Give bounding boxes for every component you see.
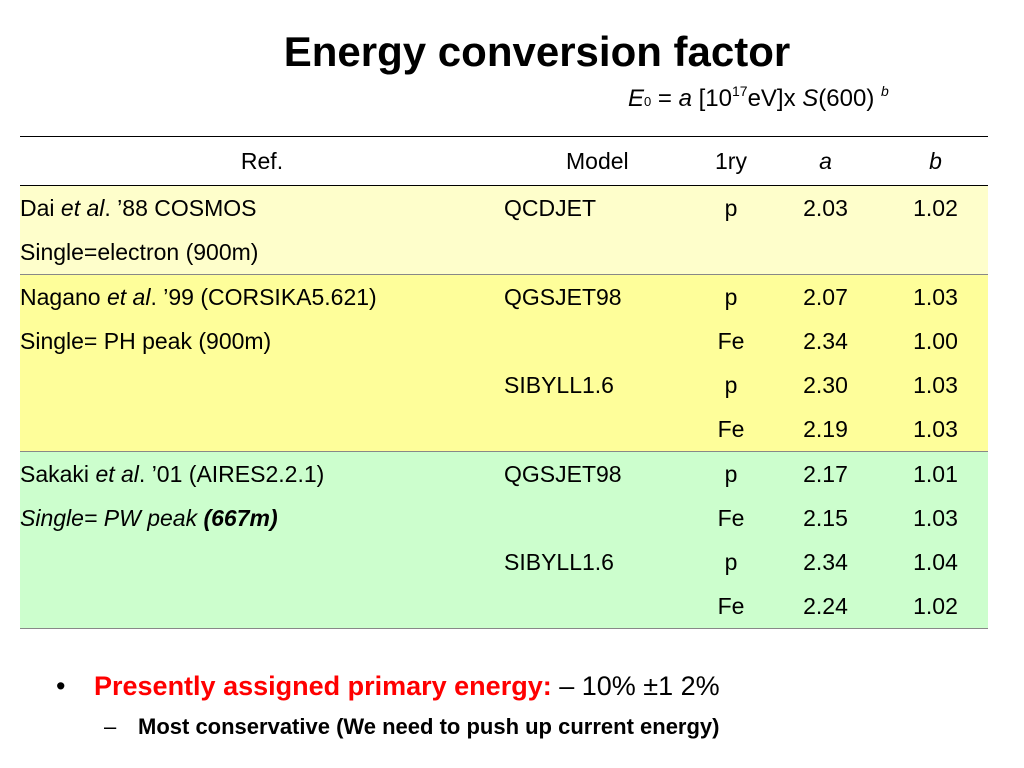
formula-equals: = (651, 85, 679, 112)
table-header-row: Ref. Model 1ry a b (20, 136, 988, 186)
formula-b: b (881, 83, 889, 99)
table-row: Fe 2.24 1.02 (20, 584, 988, 629)
model-cell (504, 407, 694, 452)
header-primary: 1ry (694, 136, 768, 186)
bullet-highlight-text: Presently assigned primary energy: (94, 671, 552, 701)
a-value-cell: 2.30 (768, 363, 883, 407)
page-title: Energy conversion factor (283, 28, 791, 75)
group-dai: Dai et al. ’88 COSMOS QCDJET p 2.03 1.02… (20, 185, 988, 275)
ref-cell: Dai et al. ’88 COSMOS (20, 185, 504, 230)
b-value-cell: 1.03 (883, 274, 988, 319)
ref-detail: . ’01 (AIRES2.2.1) (138, 460, 325, 487)
ref-method-cell: Single= PH peak (900m) (20, 319, 504, 363)
ref-method-cell: Single=electron (900m) (20, 230, 504, 275)
ref-detail: . ’88 COSMOS (104, 194, 257, 221)
a-value-cell: 2.24 (768, 584, 883, 629)
b-value-cell: 1.03 (883, 363, 988, 407)
primary-cell: p (694, 363, 768, 407)
header-b: b (883, 136, 988, 186)
table-row: SIBYLL1.6 p 2.30 1.03 (20, 363, 988, 407)
group-sakaki: Sakaki et al. ’01 (AIRES2.2.1) QGSJET98 … (20, 451, 988, 629)
formula-bracket-pre: [10 (691, 85, 732, 112)
ref-author: Sakaki (20, 460, 96, 487)
ref-et-al: et al (60, 194, 105, 221)
bullet-marker: • (56, 671, 66, 701)
b-value-cell: 1.02 (883, 185, 988, 230)
b-value-cell: 1.04 (883, 540, 988, 584)
primary-cell: Fe (694, 407, 768, 452)
bullet-value-text: – 10% ±1 2% (551, 671, 720, 701)
ref-cell: Sakaki et al. ’01 (AIRES2.2.1) (20, 451, 504, 496)
table-row: Single= PH peak (900m) Fe 2.34 1.00 (20, 319, 988, 363)
group-nagano: Nagano et al. ’99 (CORSIKA5.621) QGSJET9… (20, 274, 988, 452)
table-row: Nagano et al. ’99 (CORSIKA5.621) QGSJET9… (20, 274, 988, 319)
model-cell: SIBYLL1.6 (504, 540, 694, 584)
conversion-formula: E0 = a [1017eV]x S(600) b (628, 83, 889, 117)
b-value-cell: 1.03 (883, 407, 988, 452)
conversion-factor-table: Ref. Model 1ry a b Dai et al. ’88 COSMOS… (20, 136, 988, 629)
ref-method-cell: Single= PW peak (667m) (20, 496, 504, 540)
primary-cell: p (694, 451, 768, 496)
ref-et-al: et al (106, 283, 151, 310)
a-value-cell: 2.19 (768, 407, 883, 452)
a-value-cell: 2.34 (768, 319, 883, 363)
formula-bracket-post: eV]x (747, 85, 803, 112)
table-row: Single=electron (900m) (20, 230, 988, 275)
table-row: Dai et al. ’88 COSMOS QCDJET p 2.03 1.02 (20, 185, 988, 230)
formula-e: E (628, 85, 645, 112)
formula-e-subscript: 0 (644, 94, 652, 109)
model-cell (504, 319, 694, 363)
table-row: Single= PW peak (667m) Fe 2.15 1.03 (20, 496, 988, 540)
header-ref: Ref. (20, 136, 504, 186)
ref-cell: Nagano et al. ’99 (CORSIKA5.621) (20, 274, 504, 319)
formula-s: S (802, 85, 819, 112)
model-cell: QCDJET (504, 185, 694, 230)
sub-bullet-text: Most conservative (We need to push up cu… (138, 714, 720, 739)
header-a: a (768, 136, 883, 186)
table-row: Sakaki et al. ’01 (AIRES2.2.1) QGSJET98 … (20, 451, 988, 496)
model-cell (504, 496, 694, 540)
sub-bullet-item: – Most conservative (We need to push up c… (104, 712, 720, 742)
sub-bullet-marker: – (104, 714, 117, 739)
primary-cell: Fe (694, 584, 768, 629)
primary-cell: Fe (694, 496, 768, 540)
ref-detail: . ’99 (CORSIKA5.621) (150, 283, 377, 310)
b-value-cell: 1.01 (883, 451, 988, 496)
a-value-cell: 2.03 (768, 185, 883, 230)
formula-a: a (678, 85, 692, 112)
model-cell: QGSJET98 (504, 451, 694, 496)
b-value-cell: 1.02 (883, 584, 988, 629)
ref-et-al: et al (95, 460, 139, 487)
model-cell (504, 584, 694, 629)
ref-author: Nagano (20, 283, 107, 310)
formula-exponent: 17 (732, 83, 748, 99)
a-value-cell: 2.15 (768, 496, 883, 540)
formula-s-arg: (600) (818, 85, 881, 112)
b-value-cell: 1.00 (883, 319, 988, 363)
primary-cell: p (694, 274, 768, 319)
model-cell: QGSJET98 (504, 274, 694, 319)
table-row: Fe 2.19 1.03 (20, 407, 988, 452)
table-row: SIBYLL1.6 p 2.34 1.04 (20, 540, 988, 584)
a-value-cell: 2.17 (768, 451, 883, 496)
model-cell: SIBYLL1.6 (504, 363, 694, 407)
primary-cell: p (694, 185, 768, 230)
ref-author: Dai (20, 194, 61, 221)
a-value-cell: 2.07 (768, 274, 883, 319)
primary-cell: Fe (694, 319, 768, 363)
a-value-cell: 2.34 (768, 540, 883, 584)
ref-method-height: (667m) (203, 504, 278, 531)
bullet-item-primary-energy: • Presently assigned primary energy: – 10… (56, 664, 720, 708)
primary-cell: p (694, 540, 768, 584)
header-model: Model (504, 136, 694, 186)
ref-method-text: Single= PW peak (20, 504, 204, 531)
b-value-cell: 1.03 (883, 496, 988, 540)
